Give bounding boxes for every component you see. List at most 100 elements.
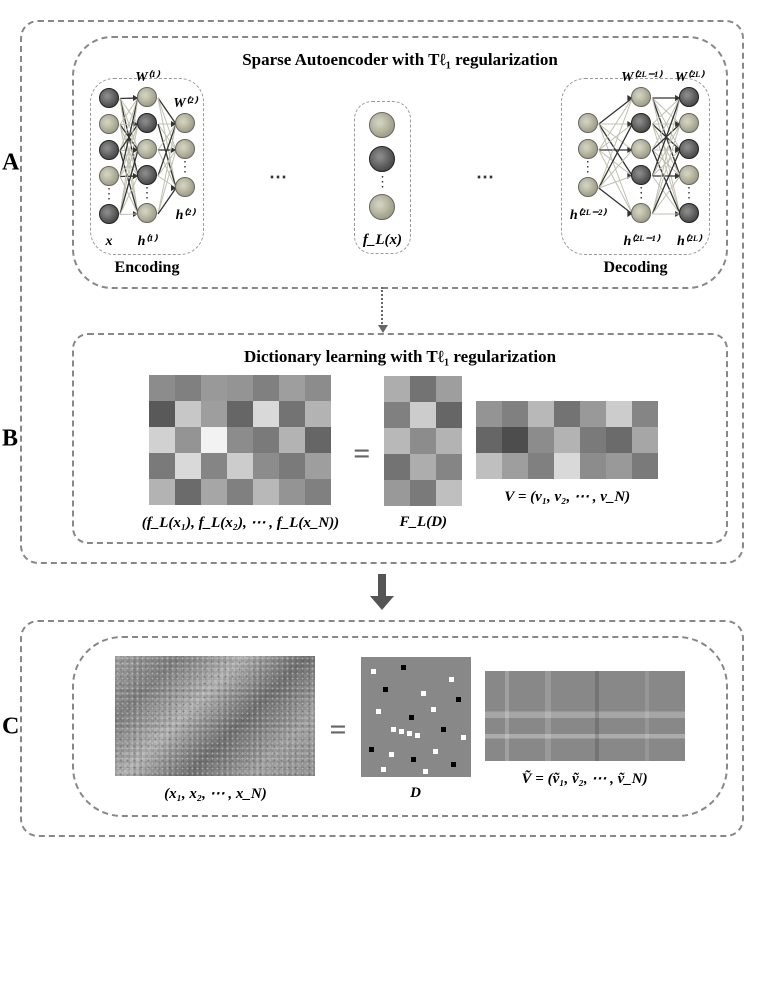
weight-label: W⁽²⁾ bbox=[173, 95, 197, 112]
nn-layer: W⁽¹⁾⋮h⁽¹⁾ bbox=[137, 87, 157, 250]
sparse-dot bbox=[376, 709, 381, 714]
weight-label: W⁽²ᴸ⁾ bbox=[675, 69, 704, 86]
matrix-cell bbox=[175, 401, 201, 427]
sparse-dot bbox=[451, 762, 456, 767]
neuron bbox=[631, 113, 651, 133]
neuron bbox=[137, 203, 157, 223]
matrix-cell bbox=[305, 427, 331, 453]
matrix-right-col: V = (v₁, v₂, ⋯ , v_N) bbox=[476, 401, 658, 506]
matrix-cell bbox=[201, 479, 227, 505]
matrix-right-label: V = (v₁, v₂, ⋯ , v_N) bbox=[504, 487, 630, 506]
matrix-cell bbox=[606, 427, 632, 453]
vdots: ⋮ bbox=[178, 165, 192, 171]
neuron bbox=[631, 203, 651, 223]
layer-h-label: h⁽¹⁾ bbox=[138, 233, 157, 250]
latent-block: ⋮f_L(x) bbox=[354, 101, 411, 254]
panel-C-outer: C (x₁, x₂, ⋯ , x_N) = D Ṽ = (ṽ₁, ṽ₂, ⋯ ,… bbox=[20, 620, 744, 837]
matrix-cell bbox=[554, 401, 580, 427]
panel-A-label: A bbox=[2, 149, 19, 176]
matrix-cell bbox=[502, 453, 528, 479]
matrix-cell bbox=[253, 401, 279, 427]
matrix-cell bbox=[201, 401, 227, 427]
nn-layer: W⁽²ᴸ⁾⋮h⁽²ᴸ⁾ bbox=[677, 87, 701, 250]
c-left-col: (x₁, x₂, ⋯ , x_N) bbox=[115, 656, 315, 803]
matrix-cell bbox=[227, 401, 253, 427]
matrix-cell bbox=[436, 428, 462, 454]
matrix-cell bbox=[175, 375, 201, 401]
neuron bbox=[631, 165, 651, 185]
sparse-dot bbox=[433, 749, 438, 754]
matrix-cell bbox=[580, 401, 606, 427]
matrix-cell bbox=[175, 453, 201, 479]
matrix-cell bbox=[632, 401, 658, 427]
panel-B-label: B bbox=[2, 425, 18, 452]
neuron bbox=[99, 88, 119, 108]
matrix-cell bbox=[632, 453, 658, 479]
matrix-left bbox=[149, 375, 331, 505]
neuron bbox=[631, 87, 651, 107]
sparse-dot bbox=[421, 691, 426, 696]
neuron bbox=[99, 114, 119, 134]
matrix-cell bbox=[410, 402, 436, 428]
sparse-dot bbox=[449, 677, 454, 682]
matrix-cell bbox=[201, 375, 227, 401]
sparse-dot bbox=[411, 757, 416, 762]
matrix-cell bbox=[149, 375, 175, 401]
layer-h-label: h⁽²ᴸ⁻¹⁾ bbox=[623, 233, 659, 250]
neuron bbox=[137, 113, 157, 133]
matrix-cell bbox=[384, 376, 410, 402]
weight-label: W⁽¹⁾ bbox=[135, 69, 159, 86]
sparse-dot bbox=[381, 767, 386, 772]
c-mid-matrix bbox=[361, 657, 471, 777]
nn-layer: W⁽²⁾⋮h⁽²⁾ bbox=[175, 113, 195, 224]
matrix-cell bbox=[305, 401, 331, 427]
matrix-cell bbox=[175, 479, 201, 505]
neuron bbox=[679, 87, 699, 107]
matrix-cell bbox=[384, 428, 410, 454]
matrix-cell bbox=[305, 479, 331, 505]
matrix-cell bbox=[632, 427, 658, 453]
neuron bbox=[679, 113, 699, 133]
nn-layer: ⋮x bbox=[99, 88, 119, 250]
sparse-dot bbox=[461, 735, 466, 740]
sparse-dot bbox=[407, 731, 412, 736]
c-mid-label: D bbox=[410, 785, 421, 802]
matrix-cell bbox=[528, 401, 554, 427]
matrix-cell bbox=[476, 401, 502, 427]
matrix-cell bbox=[436, 376, 462, 402]
neuron bbox=[578, 177, 598, 197]
matrix-cell bbox=[410, 428, 436, 454]
layer-h-label: x bbox=[106, 234, 113, 250]
matrix-cell bbox=[410, 480, 436, 506]
c-right-col: Ṽ = (ṽ₁, ṽ₂, ⋯ , ṽ_N) bbox=[485, 671, 685, 788]
matrix-cell bbox=[227, 427, 253, 453]
matrix-cell bbox=[384, 402, 410, 428]
matrix-cell bbox=[528, 453, 554, 479]
matrix-left-label: (f_L(x₁), f_L(x₂), ⋯ , f_L(x_N)) bbox=[142, 513, 339, 532]
neuron bbox=[679, 203, 699, 223]
hdots-left: ⋯ bbox=[269, 167, 289, 188]
matrix-cell bbox=[554, 427, 580, 453]
matrix-cell bbox=[410, 454, 436, 480]
matrix-cell bbox=[384, 454, 410, 480]
layer-h-label: h⁽²ᴸ⁻²⁾ bbox=[570, 207, 606, 224]
sparse-dot bbox=[399, 729, 404, 734]
encoding-caption: Encoding bbox=[90, 259, 204, 277]
layer-h-label: h⁽²ᴸ⁾ bbox=[677, 233, 701, 250]
matrix-cell bbox=[502, 427, 528, 453]
matrix-cell bbox=[279, 427, 305, 453]
matrix-cell bbox=[436, 480, 462, 506]
matrix-cell bbox=[201, 453, 227, 479]
vdots: ⋮ bbox=[375, 180, 389, 186]
vdots: ⋮ bbox=[102, 192, 116, 198]
vdots: ⋮ bbox=[634, 191, 648, 197]
matrix-cell bbox=[149, 479, 175, 505]
sparse-dot bbox=[456, 697, 461, 702]
matrix-cell bbox=[149, 453, 175, 479]
matrix-cell bbox=[554, 453, 580, 479]
neuron bbox=[578, 139, 598, 159]
matrix-cell bbox=[253, 453, 279, 479]
c-mid-col: D bbox=[361, 657, 471, 802]
equals-B: = bbox=[353, 437, 370, 471]
matrix-left-col: (f_L(x₁), f_L(x₂), ⋯ , f_L(x_N)) bbox=[142, 375, 339, 532]
